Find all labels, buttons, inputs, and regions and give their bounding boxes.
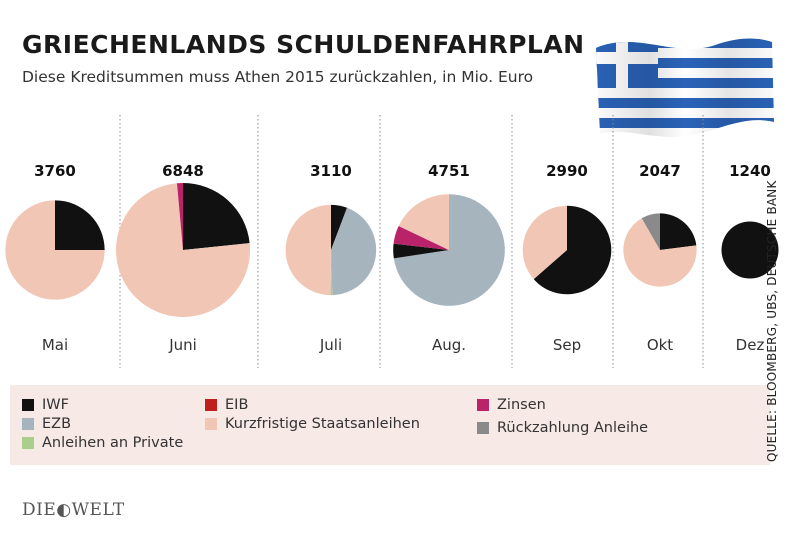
pie-slice bbox=[285, 204, 331, 296]
source-note: QUELLE: BLOOMBERG, UBS, DEUTSCHE BANK bbox=[765, 180, 779, 462]
pie-slice bbox=[398, 194, 449, 250]
month-label: Okt bbox=[647, 336, 673, 354]
legend-item: Anleihen an Private bbox=[22, 435, 183, 451]
pie-slice bbox=[393, 243, 449, 259]
total-label: 3760 bbox=[34, 162, 76, 180]
month-label: Juli bbox=[319, 336, 342, 354]
legend-swatch bbox=[205, 418, 217, 430]
pie-slice bbox=[641, 213, 660, 250]
greek-flag-icon bbox=[596, 38, 774, 138]
legend-label: Anleihen an Private bbox=[42, 435, 184, 451]
legend-label: EZB bbox=[42, 416, 72, 432]
legend-item: EIB bbox=[205, 397, 248, 413]
total-label: 2047 bbox=[639, 162, 681, 180]
legend-item: Kurzfristige Staatsanleihen bbox=[205, 416, 420, 432]
pie-slice bbox=[393, 194, 505, 306]
month-label: Dez bbox=[736, 336, 765, 354]
legend-item: IWF bbox=[22, 397, 69, 413]
legend-label: Zinsen bbox=[497, 397, 546, 413]
month-label: Mai bbox=[42, 336, 68, 354]
pie-slice bbox=[5, 200, 105, 300]
pie-slice bbox=[721, 221, 779, 279]
total-label: 2990 bbox=[546, 162, 588, 180]
total-label: 4751 bbox=[428, 162, 470, 180]
legend-label: EIB bbox=[225, 397, 249, 413]
total-label: 6848 bbox=[162, 162, 204, 180]
month-label: Sep bbox=[553, 336, 581, 354]
legend-swatch bbox=[22, 437, 34, 449]
legend-swatch bbox=[22, 418, 34, 430]
legend-item: Zinsen bbox=[477, 397, 546, 413]
legend: IWF EZB Anleihen an Private EIB Kurzfristige… bbox=[10, 385, 770, 465]
pie-slice bbox=[55, 200, 105, 250]
month-label: Juni bbox=[168, 336, 197, 354]
legend-swatch bbox=[205, 399, 217, 411]
chart-title: GRIECHENLANDS SCHULDENFAHRPLAN bbox=[22, 30, 585, 59]
total-label: 3110 bbox=[310, 162, 352, 180]
legend-swatch bbox=[477, 399, 489, 411]
total-label: 1240 bbox=[729, 162, 771, 180]
pie-slice bbox=[660, 213, 697, 250]
month-label: Aug. bbox=[432, 336, 466, 354]
legend-swatch bbox=[22, 399, 34, 411]
pie-slice bbox=[183, 183, 250, 250]
pie-slice bbox=[623, 218, 697, 287]
pie-charts: 3760 Mai 6848 Juni 3110 Juli 4751 Aug. 2990 Sep 20… bbox=[5, 115, 779, 368]
pie-slice bbox=[116, 183, 251, 317]
pie-slice bbox=[176, 183, 183, 250]
pie-slice bbox=[393, 225, 449, 250]
die-welt-logo: DIE◐WELT bbox=[22, 500, 125, 520]
chart-subtitle: Diese Kreditsummen muss Athen 2015 zurüc… bbox=[22, 68, 534, 86]
pie-slice bbox=[533, 205, 612, 295]
legend-label: IWF bbox=[42, 397, 69, 413]
legend-label: Rückzahlung Anleihe bbox=[497, 420, 649, 436]
pie-slice bbox=[330, 250, 333, 296]
legend-item: EZB bbox=[22, 416, 71, 432]
legend-item: Rückzahlung Anleihe bbox=[477, 420, 648, 436]
legend-label: Kurzfristige Staatsanleihen bbox=[225, 416, 420, 432]
pie-slice bbox=[331, 207, 377, 296]
pie-slice bbox=[522, 205, 567, 280]
pie-slice bbox=[331, 204, 348, 250]
legend-swatch bbox=[477, 422, 489, 434]
